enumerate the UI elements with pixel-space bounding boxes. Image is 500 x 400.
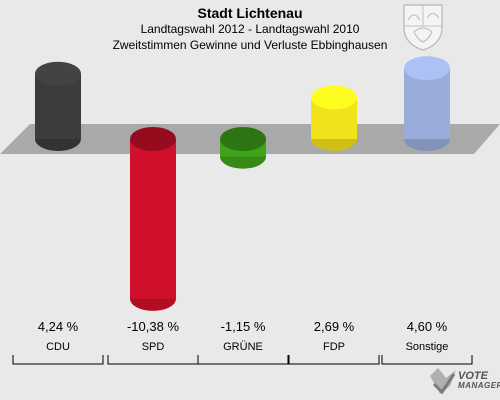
bar-grüne	[220, 127, 266, 169]
coat-of-arms-icon	[403, 4, 443, 51]
bar-sonstige	[404, 56, 450, 151]
category-bracket-spd	[107, 355, 199, 365]
bar-fdp	[311, 85, 357, 151]
category-bracket-grüne	[197, 355, 289, 365]
value-label-sonstige: 4,60 %	[407, 319, 448, 334]
value-label-spd: -10,38 %	[127, 319, 179, 334]
bar-cdu	[35, 61, 81, 151]
chart-title: Stadt Lichtenau	[197, 5, 303, 21]
category-label-sonstige: Sonstige	[406, 341, 449, 353]
value-label-cdu: 4,24 %	[38, 319, 79, 334]
chart-subtitle-2: Zweitstimmen Gewinne und Verluste Ebbing…	[112, 38, 388, 52]
category-label-fdp: FDP	[323, 341, 345, 353]
category-label-cdu: CDU	[46, 341, 70, 353]
value-label-grüne: -1,15 %	[221, 319, 266, 334]
category-bracket-cdu	[12, 355, 104, 365]
vote-manager-logo-icon	[430, 368, 456, 395]
category-label-spd: SPD	[142, 341, 165, 353]
logo-line-2: MANAGER	[458, 381, 500, 390]
logo-line-1: VOTE	[458, 370, 488, 382]
category-bracket-sonstige	[381, 355, 473, 365]
bar-spd	[130, 127, 176, 311]
chart-subtitle: Landtagswahl 2012 - Landtagswahl 2010	[140, 22, 360, 36]
category-bracket-fdp	[288, 355, 380, 365]
category-label-grüne: GRÜNE	[223, 341, 263, 353]
vote-manager-logo-text: VOTE MANAGER	[458, 371, 500, 391]
value-label-fdp: 2,69 %	[314, 319, 355, 334]
